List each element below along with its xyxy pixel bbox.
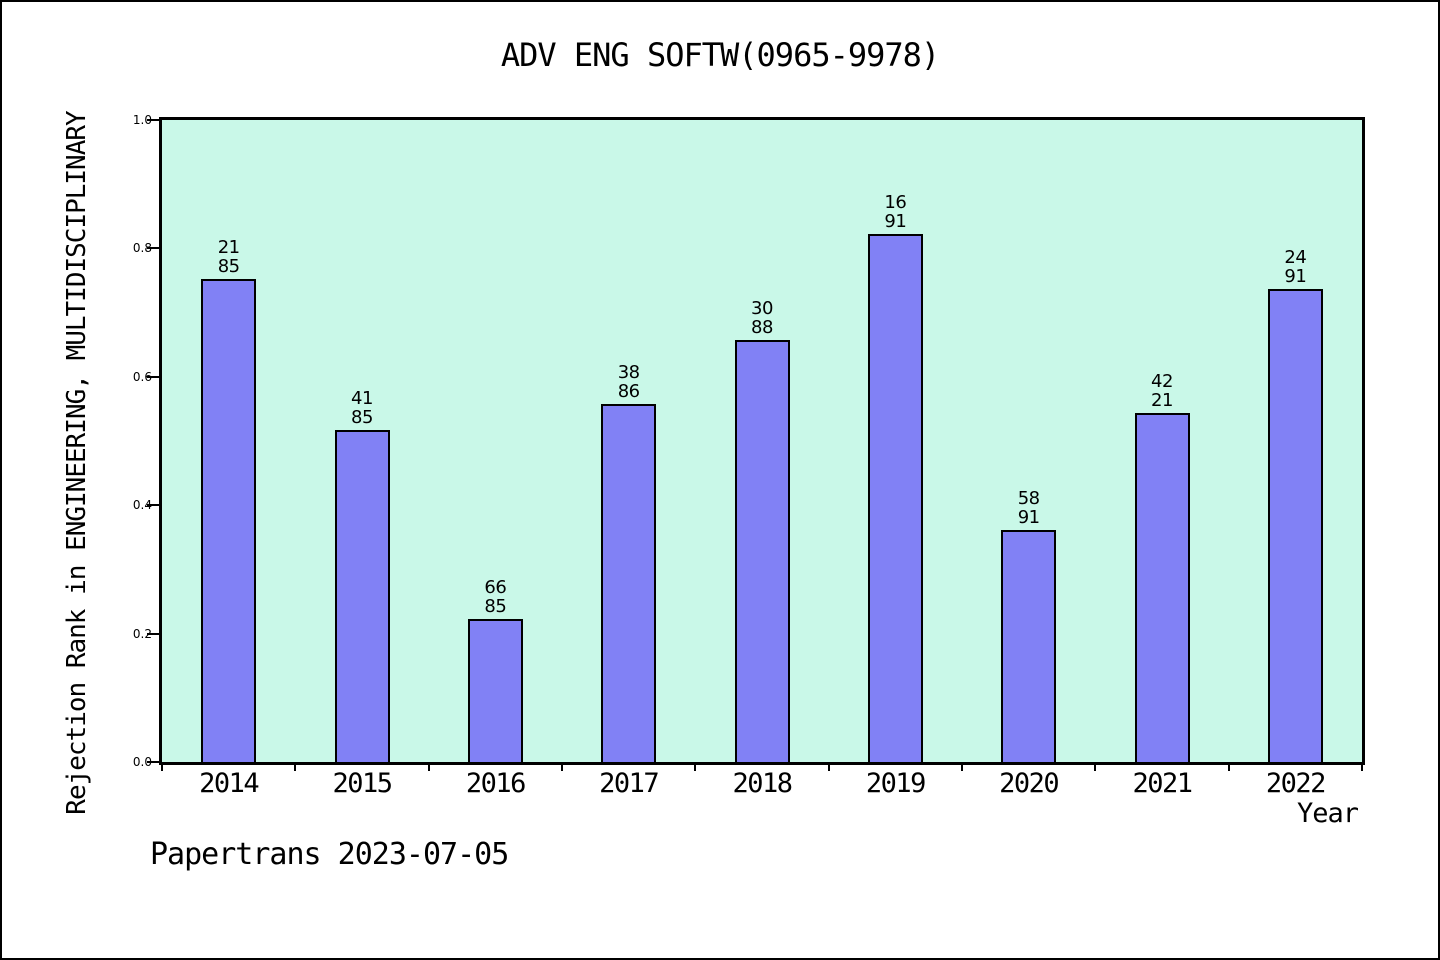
chart-title: ADV ENG SOFTW(0965-9978) [500, 36, 940, 74]
bar-value-total: 88 [751, 317, 773, 338]
bar-value-total: 86 [617, 381, 640, 402]
bar-value-label: 24 91 [1250, 248, 1340, 286]
bar-2015 [334, 430, 390, 762]
footer-watermark: Papertrans 2023-07-05 [150, 837, 509, 872]
x-tick-label-2022: 2022 [1265, 768, 1327, 799]
x-tick-mark [427, 762, 430, 771]
bar-value-rank: 30 [751, 298, 773, 319]
bar-value-label: 30 88 [717, 299, 807, 337]
y-tick-label-0.4: 0.4 [132, 498, 152, 513]
bar-value-rank: 42 [1151, 371, 1173, 392]
bar-value-total: 85 [351, 407, 373, 428]
bar-value-total: 91 [884, 211, 907, 232]
plot-area: 21 85 41 85 66 85 38 86 30 88 16 91 58 91 42 21 24 91 [159, 117, 1365, 765]
bar-value-label: 38 86 [584, 363, 674, 401]
bar-value-rank: 58 [1017, 488, 1040, 509]
x-tick-mark [1094, 762, 1097, 771]
bar-value-label: 41 85 [317, 389, 407, 427]
x-tick-label-2016: 2016 [465, 768, 527, 799]
bar-value-rank: 21 [217, 237, 240, 258]
bar-value-total: 91 [1017, 507, 1040, 528]
bar-value-label: 16 91 [850, 193, 940, 231]
y-tick-mark [147, 119, 162, 121]
bar-2021 [1134, 413, 1190, 762]
bar-value-rank: 38 [617, 362, 640, 383]
y-tick-mark [147, 504, 162, 507]
bar-value-rank: 41 [351, 388, 373, 409]
x-axis-title: Year [1296, 798, 1359, 829]
x-tick-mark [1227, 762, 1230, 771]
bar-value-total: 91 [1284, 266, 1307, 287]
x-tick-label-2015: 2015 [332, 768, 393, 799]
bar-value-label: 66 85 [450, 578, 540, 616]
x-tick-label-2019: 2019 [865, 768, 927, 799]
x-tick-label-2014: 2014 [199, 768, 260, 799]
bar-2017 [601, 404, 657, 762]
x-tick-label-2020: 2020 [999, 768, 1060, 799]
x-tick-label-2021: 2021 [1132, 768, 1193, 799]
bar-2022 [1267, 289, 1323, 762]
y-tick-label-0.6: 0.6 [132, 369, 152, 384]
bar-2014 [201, 279, 257, 762]
x-tick-label-2018: 2018 [732, 768, 793, 799]
x-tick-mark [961, 762, 963, 771]
bar-value-total: 85 [217, 256, 240, 277]
bar-value-total: 21 [1151, 390, 1173, 411]
x-tick-mark [294, 762, 297, 771]
bar-2019 [867, 234, 923, 762]
y-tick-label-0.0: 0.0 [132, 755, 152, 769]
bar-2016 [467, 619, 523, 762]
y-tick-mark [147, 247, 162, 250]
bar-2020 [1001, 530, 1057, 762]
x-tick-label-2017: 2017 [599, 768, 660, 799]
bar-value-label: 58 91 [984, 489, 1074, 527]
x-tick-mark [561, 762, 563, 771]
y-tick-mark [147, 375, 162, 378]
bar-value-label: 42 21 [1117, 372, 1207, 410]
y-tick-mark [147, 761, 162, 763]
bar-value-rank: 66 [484, 577, 507, 598]
bar-2018 [734, 340, 790, 762]
y-tick-label-0.2: 0.2 [132, 626, 152, 641]
x-tick-mark [827, 762, 830, 771]
bar-value-total: 85 [484, 596, 507, 617]
x-tick-mark [161, 762, 163, 771]
y-tick-label-0.8: 0.8 [132, 241, 152, 256]
y-axis-title: Rejection Rank in ENGINEERING, MULTIDISC… [62, 111, 92, 815]
y-tick-mark [147, 632, 162, 635]
bar-value-rank: 24 [1284, 247, 1307, 268]
bar-value-label: 21 85 [184, 238, 274, 276]
y-tick-label-1.0: 1.0 [132, 113, 152, 127]
x-tick-mark [1361, 762, 1363, 771]
bar-value-rank: 16 [884, 192, 907, 213]
x-tick-mark [694, 762, 697, 771]
